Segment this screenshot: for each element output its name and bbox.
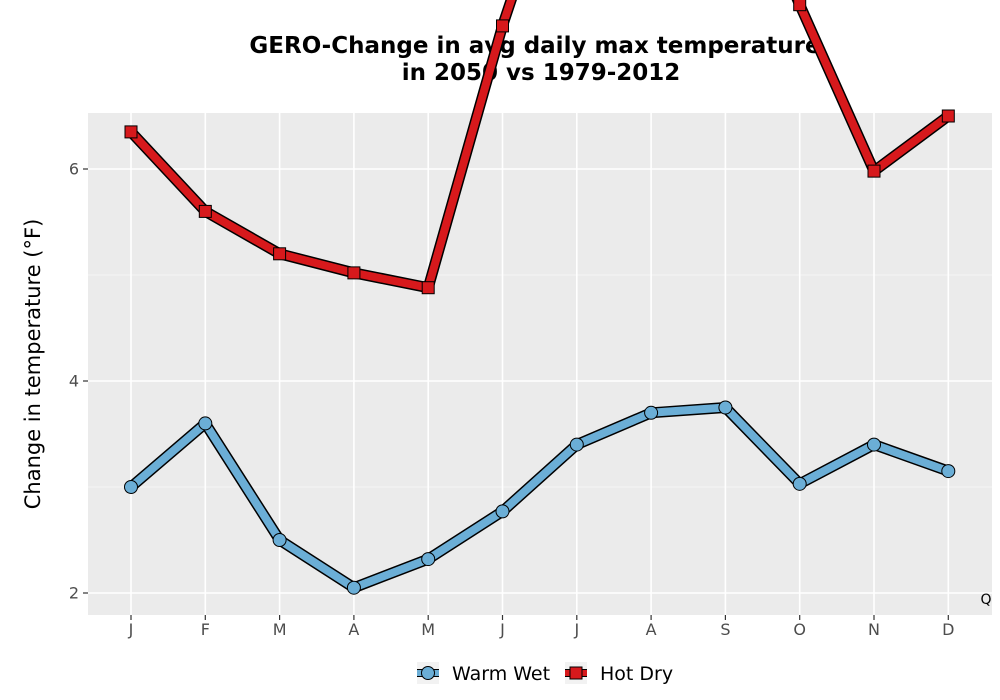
x-tick-label: A: [646, 620, 657, 639]
corner-label: Q: [980, 592, 991, 608]
y-tick-label: 6: [69, 160, 79, 179]
grid-minor: [88, 274, 992, 488]
y-tick-label: 4: [69, 372, 79, 391]
chart-subtitle: in 2050 vs 1979-2012: [402, 60, 681, 86]
data-point-warm-wet: [421, 552, 436, 567]
x-tick-label: S: [720, 620, 730, 639]
x-tick-label: D: [942, 620, 954, 639]
data-point-warm-wet: [198, 416, 213, 431]
data-point-hot-dry: [421, 281, 435, 295]
x-tick-label: O: [793, 620, 806, 639]
data-point-warm-wet: [569, 437, 584, 452]
grid-major: [88, 113, 992, 615]
series-line-hot-dry: [127, 0, 953, 292]
data-point-warm-wet: [495, 504, 510, 519]
data-point-hot-dry: [496, 19, 509, 33]
series-line-warm-wet: [127, 403, 953, 592]
legend-label-warm-wet: Warm Wet: [452, 663, 550, 685]
x-tick-label: N: [868, 620, 880, 639]
x-tick-label: A: [348, 620, 359, 639]
x-tick-label: J: [128, 620, 134, 639]
legend-label-hot-dry: Hot Dry: [600, 663, 673, 685]
data-point-hot-dry: [273, 247, 287, 261]
data-point-warm-wet: [941, 464, 956, 479]
data-point-warm-wet: [346, 580, 361, 595]
data-point-hot-dry: [347, 266, 361, 280]
x-tick-label: J: [573, 620, 579, 639]
x-tick-label: M: [421, 620, 435, 639]
y-tick-label: 2: [69, 584, 79, 603]
x-tick-label: J: [499, 620, 505, 639]
data-point-hot-dry: [793, 0, 807, 12]
chart-title: GERO-Change in avg daily max temperature: [249, 33, 820, 59]
data-point-warm-wet: [644, 405, 659, 420]
legend-marker-hot-dry: [569, 666, 583, 680]
y-axis-label: Change in temperature (°F): [21, 219, 45, 510]
x-tick-label: F: [201, 620, 210, 639]
data-point-warm-wet: [272, 533, 287, 547]
data-point-warm-wet: [718, 400, 733, 415]
data-point-warm-wet: [867, 437, 881, 452]
legend-marker-warm-wet: [421, 666, 435, 680]
data-point-hot-dry: [941, 109, 955, 123]
data-point-warm-wet: [792, 476, 807, 491]
x-tick-label: M: [273, 620, 287, 639]
data-point-hot-dry: [867, 164, 881, 178]
data-point-warm-wet: [124, 480, 138, 494]
data-point-hot-dry: [124, 125, 138, 139]
legend: Warm Wet Hot Dry: [417, 662, 673, 685]
plot-panel: [88, 113, 992, 615]
series-layer: [124, 0, 956, 595]
data-point-hot-dry: [198, 204, 212, 218]
y-axis: 246810: [69, 160, 88, 603]
